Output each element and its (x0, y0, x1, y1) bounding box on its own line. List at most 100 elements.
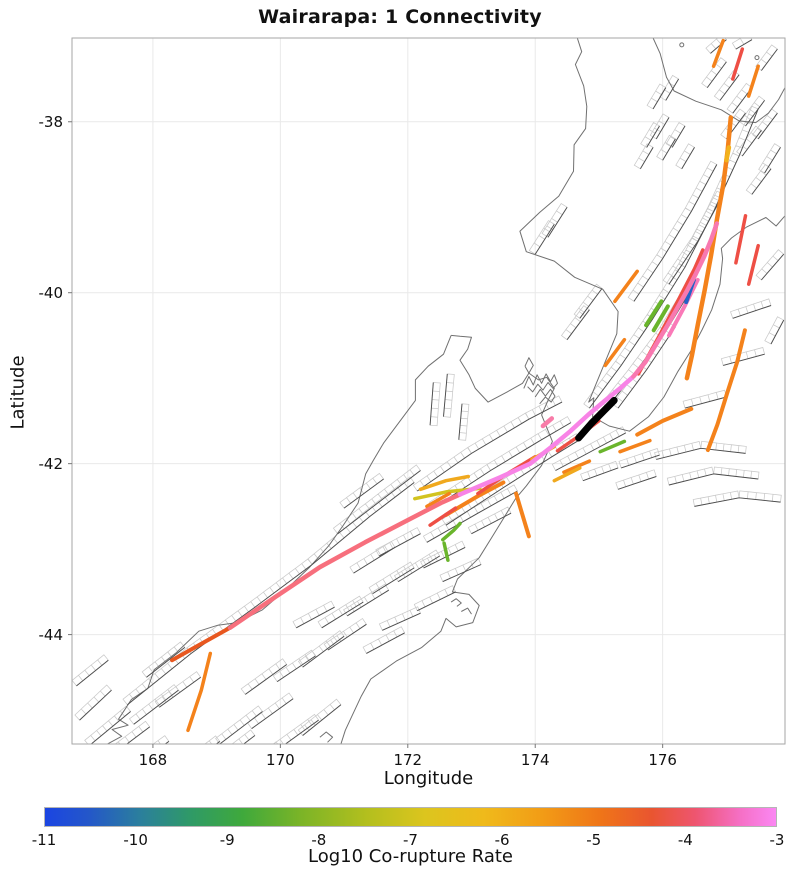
fault-ladder (730, 298, 772, 319)
fault-ladder (297, 698, 342, 737)
rupture-trace (734, 214, 748, 265)
rupture-trace (618, 438, 652, 454)
fault-ladder (458, 403, 470, 441)
fault-trace (534, 224, 555, 255)
colorbar-label: Log10 Co-rupture Rate (308, 846, 513, 867)
coastline (519, 38, 785, 432)
fault-ladder (412, 395, 563, 492)
rupture-trace (552, 466, 582, 483)
colorbar-tick-label: -6 (494, 831, 510, 849)
coastline (319, 731, 334, 743)
fault-ladder (368, 561, 415, 595)
x-tick-label: 174 (520, 751, 550, 769)
fault-ladder (627, 160, 718, 302)
fault-trace (397, 555, 440, 583)
fault-ladder (393, 549, 441, 583)
chart-title: Wairarapa: 1 Connectivity (258, 6, 542, 28)
fault-trace (126, 726, 150, 744)
fault-trace (589, 108, 759, 409)
coastline (461, 607, 472, 615)
rupture-trace (651, 304, 670, 333)
fault-ladder (231, 729, 256, 744)
fault-ladder (551, 426, 627, 472)
fault-trace (547, 206, 568, 238)
rupture-trace (635, 406, 694, 437)
map-layers (72, 38, 785, 744)
rupture-trace (170, 625, 232, 663)
fault-trace (621, 454, 660, 469)
fault-ladder (375, 527, 422, 557)
rupture-trace (598, 439, 627, 454)
fault-ladder (675, 143, 696, 170)
fault-trace (90, 711, 131, 744)
y-tick-label: -40 (38, 283, 64, 302)
colorbar-tick-label: -4 (677, 831, 693, 849)
fault-trace (296, 606, 335, 629)
fault-trace (251, 698, 294, 729)
island (679, 42, 685, 48)
fault-ladder (758, 143, 782, 174)
fault-trace (757, 112, 778, 140)
fault-ladder (215, 705, 264, 744)
fault-trace (471, 512, 512, 535)
fault-trace (566, 309, 590, 340)
rupture-trace (457, 374, 636, 497)
colorbar-tick-label: -9 (219, 831, 235, 849)
fault-ladder (618, 448, 660, 469)
fault-trace (617, 476, 657, 490)
fault-trace (159, 676, 201, 708)
fault-trace (426, 490, 518, 543)
fault-trace (617, 326, 676, 409)
fault-ladder (726, 82, 753, 114)
colorbar-tick-label: -11 (31, 831, 57, 849)
fault-ladder (656, 134, 676, 161)
fault-trace (458, 403, 463, 440)
fault-trace (302, 704, 342, 736)
fault-trace (665, 78, 680, 101)
fault-trace (662, 138, 676, 161)
fault-ladder (662, 190, 724, 285)
fault-trace (442, 564, 482, 583)
fault-ladder (682, 389, 727, 409)
fault-trace (343, 478, 384, 509)
y-tick-label: -42 (38, 454, 64, 473)
fault-ladder (443, 373, 455, 418)
rupture-trace (562, 459, 592, 474)
fault-trace (751, 168, 772, 195)
fault-ladder (378, 606, 421, 631)
fault-ladder (84, 705, 132, 744)
x-tick-label: 176 (648, 751, 677, 769)
fault-trace (429, 382, 434, 426)
x-tick-label: 168 (138, 751, 168, 769)
fault-trace (732, 305, 772, 319)
fault-ladder (573, 283, 603, 319)
fault-ladder (72, 654, 109, 687)
coastline (652, 38, 785, 124)
rupture-trace (442, 541, 450, 562)
fault-ladder (615, 469, 657, 490)
rupture-trace (613, 269, 639, 304)
colorbar-tick-label: -7 (403, 831, 418, 849)
fault-trace (445, 439, 581, 526)
fault-trace (321, 601, 364, 629)
fault-trace (382, 612, 421, 631)
fault-trace (127, 482, 415, 706)
fault-trace (668, 194, 724, 285)
fault-trace (133, 689, 179, 725)
rupture-trace (667, 277, 700, 338)
colorbar-tick-label: -8 (311, 831, 327, 849)
fault-ladder (247, 692, 294, 730)
fault-ladder (362, 626, 406, 654)
fault-trace (633, 164, 718, 302)
island (754, 55, 760, 61)
fault-trace (417, 591, 456, 612)
fault-trace (276, 655, 316, 682)
rupture-trace (418, 474, 471, 492)
fault-ladder (692, 490, 782, 507)
fault-trace (579, 288, 603, 319)
fault-trace (302, 635, 345, 668)
coastline (340, 334, 555, 744)
coastline (450, 598, 462, 607)
fault-trace (443, 373, 448, 417)
